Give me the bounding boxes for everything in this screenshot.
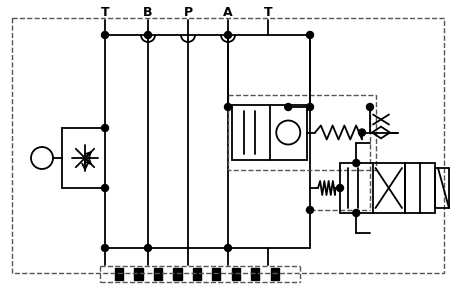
Circle shape	[367, 103, 373, 110]
Circle shape	[336, 184, 344, 191]
Polygon shape	[173, 268, 181, 280]
Circle shape	[144, 32, 152, 38]
Circle shape	[285, 103, 292, 110]
Circle shape	[101, 244, 108, 251]
Circle shape	[224, 244, 232, 251]
Circle shape	[353, 209, 360, 217]
Circle shape	[358, 129, 366, 136]
Polygon shape	[251, 268, 260, 280]
Text: A: A	[223, 5, 233, 19]
Polygon shape	[271, 268, 279, 280]
Circle shape	[307, 206, 314, 214]
Bar	[405, 163, 435, 213]
Circle shape	[101, 184, 108, 191]
Text: T: T	[264, 5, 272, 19]
Circle shape	[101, 124, 108, 131]
Polygon shape	[134, 268, 143, 280]
Bar	[340, 163, 405, 213]
Circle shape	[353, 160, 360, 167]
Polygon shape	[193, 268, 201, 280]
Text: T: T	[101, 5, 109, 19]
Polygon shape	[115, 268, 123, 280]
Circle shape	[144, 244, 152, 251]
Polygon shape	[154, 268, 162, 280]
Polygon shape	[212, 268, 220, 280]
Bar	[12, 18, 444, 273]
Circle shape	[307, 32, 314, 38]
Text: P: P	[183, 5, 192, 19]
Circle shape	[224, 103, 232, 110]
Bar	[228, 95, 376, 170]
Bar	[232, 105, 307, 160]
Circle shape	[224, 32, 232, 38]
Circle shape	[307, 103, 314, 110]
Circle shape	[101, 32, 108, 38]
Text: B: B	[143, 5, 153, 19]
Polygon shape	[232, 268, 240, 280]
